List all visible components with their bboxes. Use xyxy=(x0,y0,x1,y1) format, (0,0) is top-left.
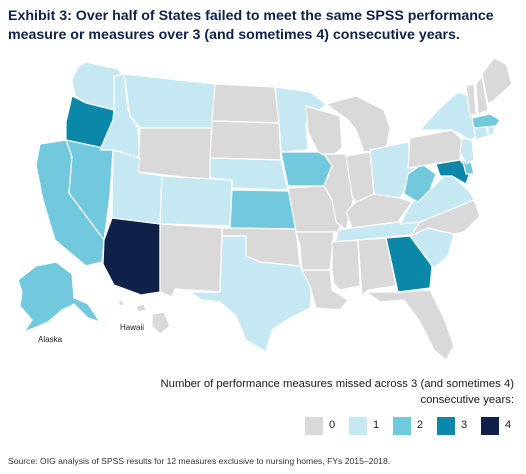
state-LA xyxy=(301,269,349,311)
state-AL xyxy=(357,237,397,297)
legend-swatch xyxy=(349,417,367,435)
state-shapes xyxy=(17,57,513,361)
legend-label: 3 xyxy=(461,419,468,431)
alaska-label: Alaska xyxy=(38,335,63,344)
state-KS xyxy=(229,189,297,230)
state-AR xyxy=(295,231,335,271)
state-HI xyxy=(117,299,125,307)
state-NM xyxy=(159,223,223,298)
state-NC xyxy=(409,199,481,237)
title-line-2: measure or measures over 3 (and sometime… xyxy=(8,27,460,43)
state-NH xyxy=(475,75,489,115)
state-MS xyxy=(331,239,361,291)
state-WY xyxy=(137,127,213,181)
state-MA xyxy=(471,113,501,129)
state-GA xyxy=(385,235,433,293)
legend-swatch xyxy=(437,417,455,435)
legend-title: Number of performance measures missed ac… xyxy=(94,376,514,408)
state-RI xyxy=(487,125,495,137)
state-VA xyxy=(399,171,475,225)
state-FL xyxy=(365,289,455,361)
state-ME xyxy=(481,57,513,105)
legend-swatch xyxy=(305,417,323,435)
state-NE xyxy=(209,157,289,191)
legend-title-line-2: consecutive years: xyxy=(420,394,514,406)
hawaii-label: Hawaii xyxy=(120,323,144,332)
legend-title-line-1: Number of performance measures missed ac… xyxy=(160,378,514,390)
state-ND xyxy=(211,83,280,124)
state-WI xyxy=(305,105,343,159)
exhibit-title: Exhibit 3: Over half of States failed to… xyxy=(8,7,520,45)
state-SD xyxy=(209,120,282,161)
title-line-1: Exhibit 3: Over half of States failed to… xyxy=(8,8,494,24)
legend-label: 1 xyxy=(373,419,380,431)
state-HI-maui xyxy=(135,303,147,313)
state-IA xyxy=(280,151,333,187)
legend-label: 2 xyxy=(417,419,424,431)
state-VT xyxy=(465,83,477,117)
state-MD xyxy=(435,159,471,185)
state-AK xyxy=(17,261,101,333)
state-AZ xyxy=(102,217,161,296)
legend-label: 4 xyxy=(505,419,512,431)
state-MN xyxy=(274,86,327,153)
state-TX xyxy=(189,235,313,353)
legend-swatch xyxy=(481,417,499,435)
state-CO xyxy=(159,175,233,227)
state-MT xyxy=(123,73,216,129)
legend-label: 0 xyxy=(329,419,336,431)
source-note: Source: OIG analysis of SPSS results for… xyxy=(8,456,391,466)
legend-swatch xyxy=(393,417,411,435)
state-HI-big-island xyxy=(151,311,171,335)
